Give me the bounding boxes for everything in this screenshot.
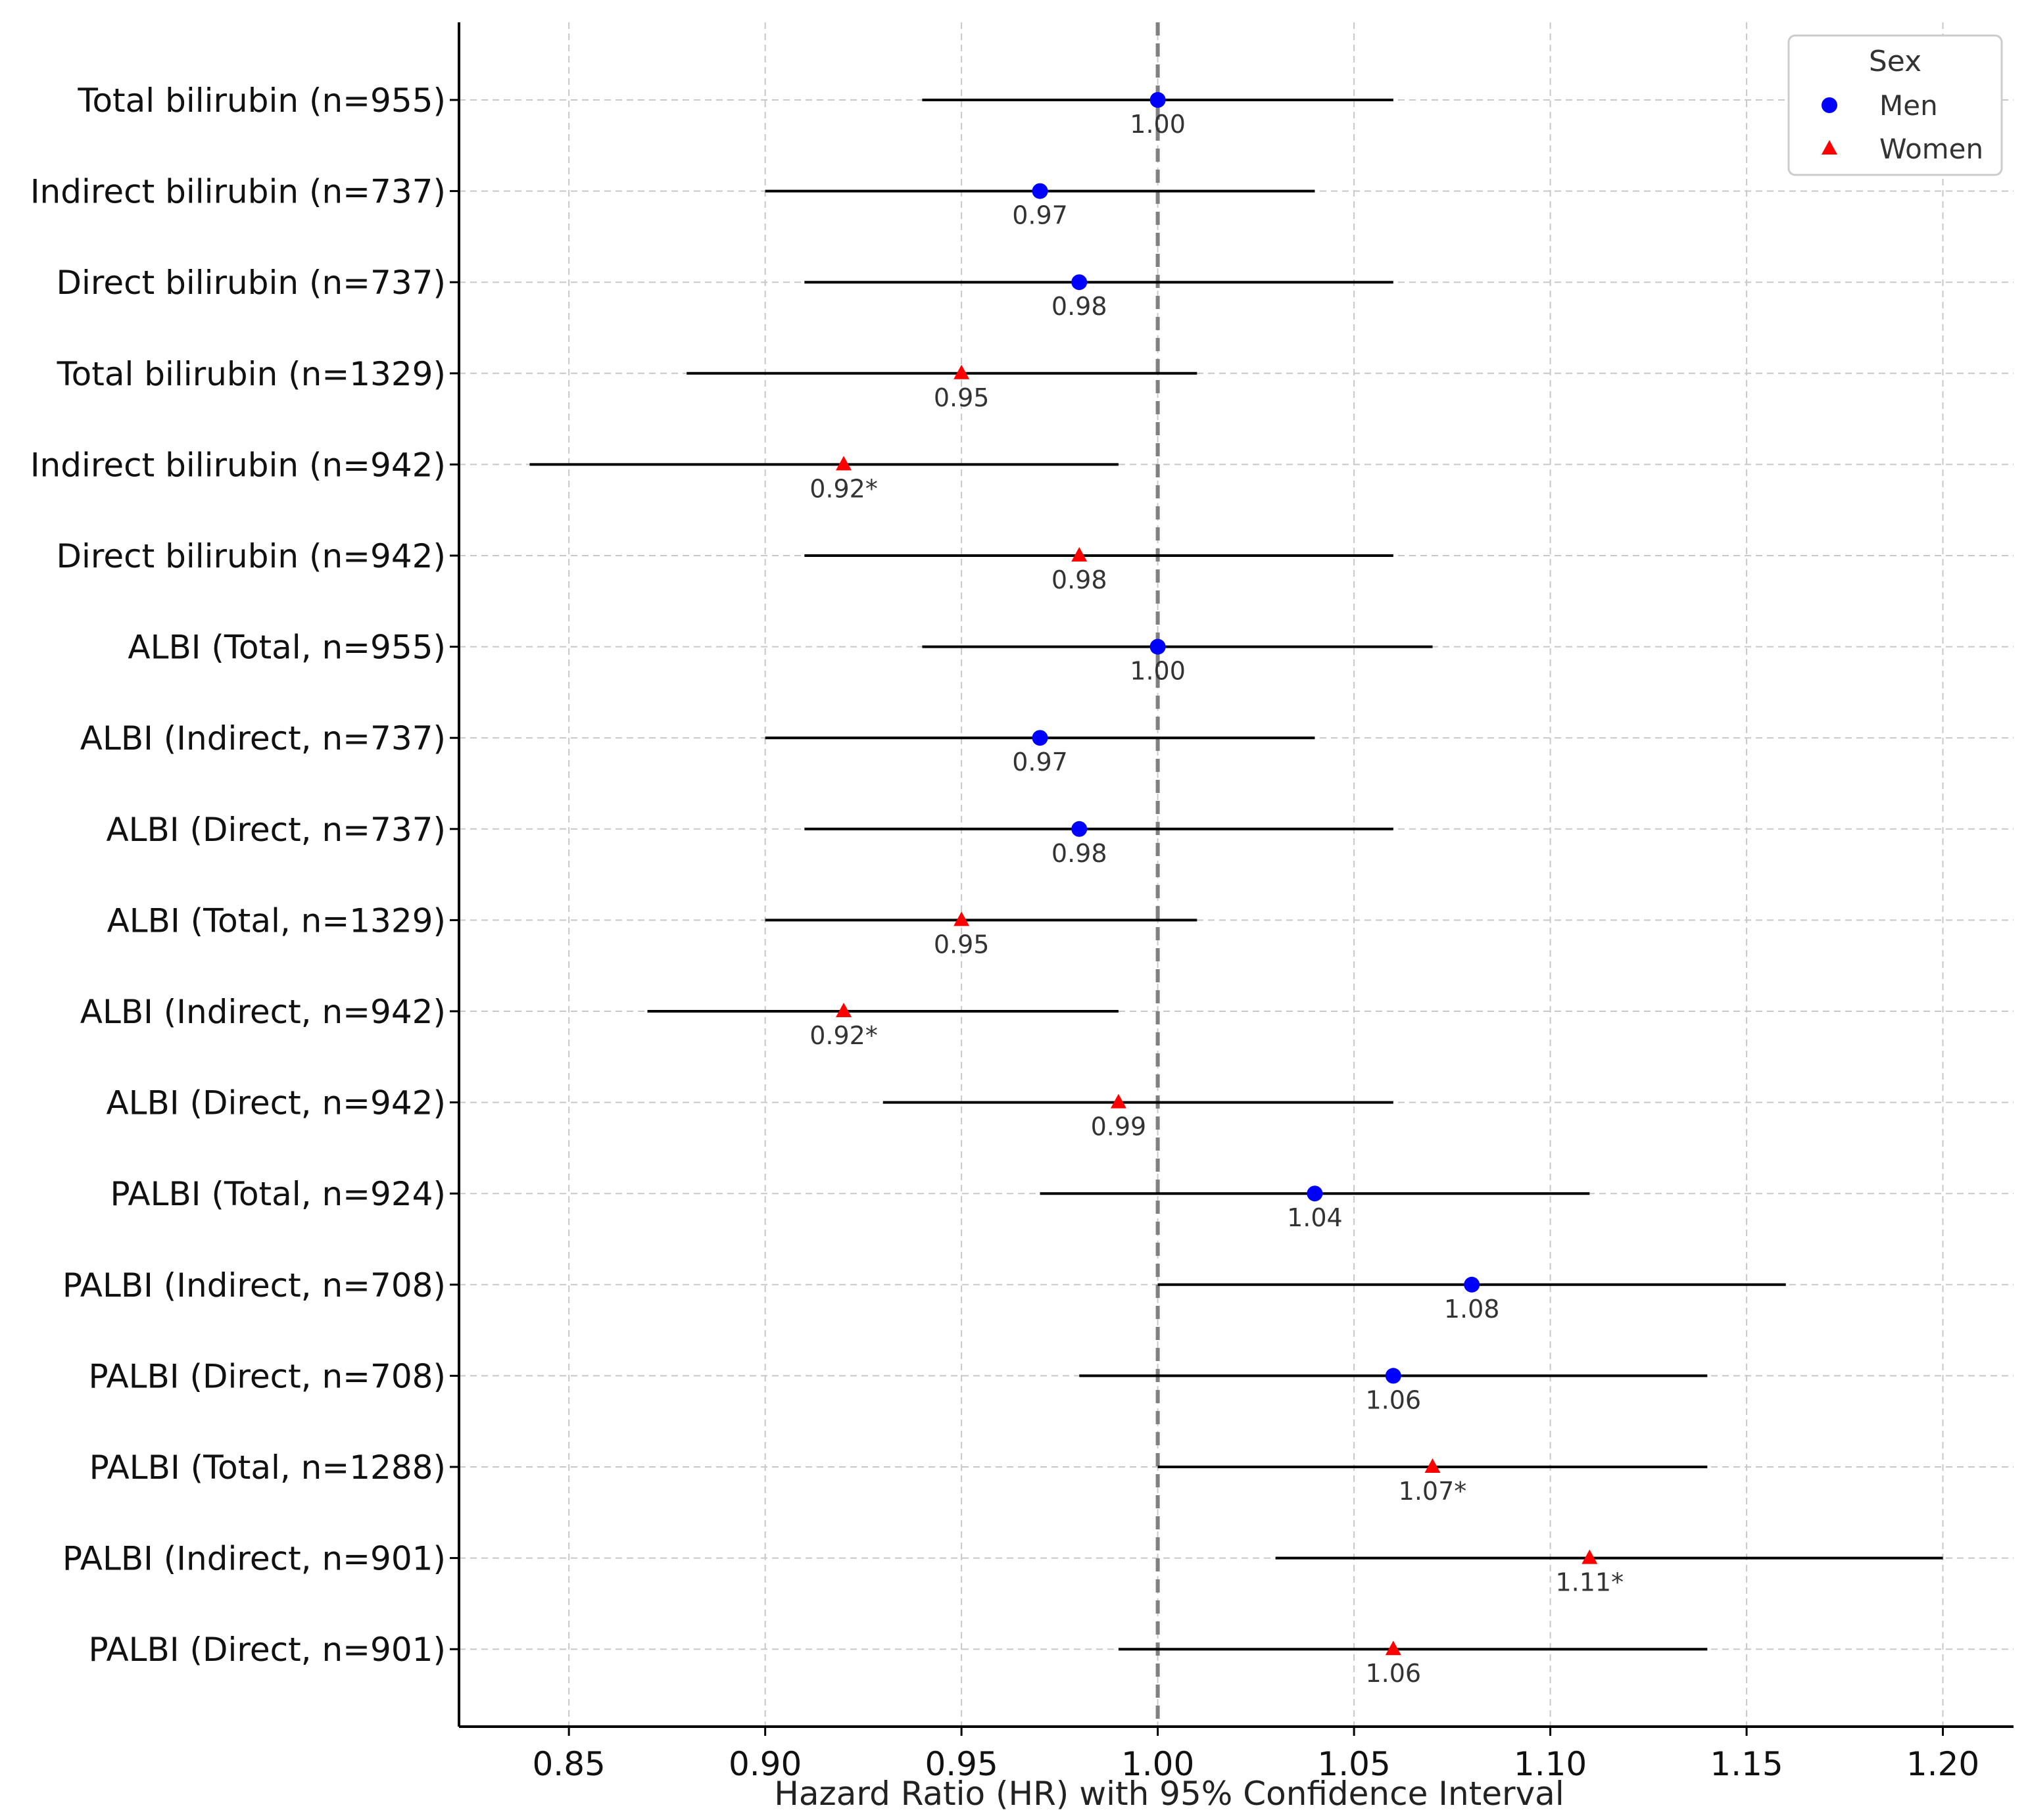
y-tick-label: Direct bilirubin (n=942) [56,537,446,575]
point-estimates [836,92,1598,1656]
legend-title: Sex [1869,45,1921,78]
legend-men-marker [1822,97,1837,113]
value-label: 0.95 [934,383,990,412]
women-point-marker [836,1003,852,1017]
x-tick-label: 1.20 [1906,1745,1979,1783]
value-labels: 1.00 0.97 0.98 0.95 0.92* 0.98 1.00 0.97 0.98 0.9… [809,110,1624,1688]
women-point-marker [1581,1549,1598,1564]
men-point-marker [1032,183,1048,199]
value-label: 1.06 [1365,1659,1421,1688]
value-label: 0.98 [1051,565,1107,594]
y-tick-label: ALBI (Indirect, n=737) [80,719,446,757]
x-tick-label: 0.85 [532,1745,605,1783]
value-label: 1.04 [1287,1203,1343,1232]
value-label: 0.92* [809,1021,878,1050]
men-point-marker [1307,1185,1323,1202]
x-tick-labels: 0.85 0.90 0.95 1.00 1.05 1.10 1.15 1.20 [532,1745,1979,1783]
y-tick-label: Indirect bilirubin (n=737) [30,173,446,211]
women-point-marker [1424,1458,1441,1473]
y-tick-label: PALBI (Total, n=1288) [89,1449,446,1487]
women-point-marker [1071,547,1088,562]
legend: Sex Men Women [1787,34,2003,176]
y-tick-label: ALBI (Total, n=955) [128,629,446,667]
y-tick-label: Total bilirubin (n=955) [77,82,446,120]
men-point-marker [1149,638,1166,655]
men-point-marker [1032,730,1048,746]
y-tick-label: PALBI (Direct, n=901) [89,1631,446,1669]
value-label: 1.11* [1555,1568,1624,1597]
men-point-marker [1464,1276,1480,1293]
y-tick-label: Direct bilirubin (n=737) [56,264,446,302]
y-tick-label: ALBI (Total, n=1329) [107,901,446,940]
value-label: 1.00 [1130,110,1186,139]
y-tick-label: ALBI (Indirect, n=942) [80,993,446,1031]
y-tick-label: Total bilirubin (n=1329) [57,355,446,393]
y-tick-label: Indirect bilirubin (n=942) [30,446,446,484]
women-point-marker [1385,1640,1401,1656]
y-tick-label: PALBI (Direct, n=708) [89,1357,446,1395]
value-label: 1.06 [1365,1385,1421,1414]
value-label: 1.00 [1130,657,1186,686]
y-tick-label: PALBI (Indirect, n=708) [62,1266,446,1305]
women-point-marker [954,364,970,379]
legend-men-label: Men [1879,89,1938,122]
value-label: 0.97 [1012,748,1068,777]
y-tick-label: PALBI (Indirect, n=901) [62,1540,446,1578]
legend-women-label: Women [1879,133,1983,165]
axes [450,22,2014,1736]
value-label: 1.08 [1444,1295,1500,1324]
value-label: 0.97 [1012,201,1068,230]
x-tick-label: 1.05 [1317,1745,1390,1783]
x-tick-label: 0.95 [925,1745,998,1783]
men-point-marker [1385,1368,1401,1384]
value-label: 1.07* [1399,1477,1467,1506]
x-tick-label: 1.00 [1121,1745,1194,1783]
men-point-marker [1071,821,1088,837]
women-point-marker [836,456,852,471]
y-tick-labels: Total bilirubin (n=955) Indirect bilirubi… [30,82,446,1669]
women-point-marker [954,911,970,926]
y-tick-label: ALBI (Direct, n=737) [106,811,446,849]
legend-women-marker [1822,140,1837,155]
value-label: 0.95 [934,930,990,959]
x-tick-label: 0.90 [729,1745,802,1783]
women-point-marker [1110,1093,1126,1109]
y-tick-label: ALBI (Direct, n=942) [106,1084,446,1122]
x-tick-label: 1.15 [1710,1745,1783,1783]
y-tick-label: PALBI (Total, n=924) [110,1175,446,1213]
value-label: 0.99 [1091,1113,1147,1141]
legend-box [1787,34,2003,176]
men-point-marker [1071,274,1088,291]
value-label: 0.98 [1051,292,1107,321]
men-point-marker [1149,92,1166,108]
x-axis-label: Hazard Ratio (HR) with 95% Confidence In… [774,1775,1564,1813]
value-label: 0.92* [809,474,878,503]
value-label: 0.98 [1051,839,1107,868]
x-tick-label: 1.10 [1514,1745,1587,1783]
